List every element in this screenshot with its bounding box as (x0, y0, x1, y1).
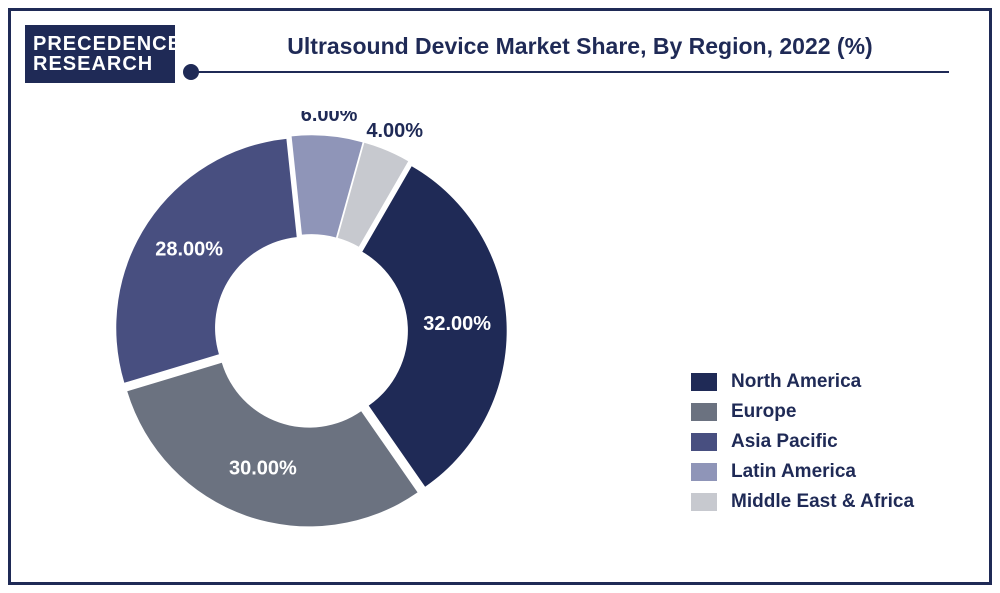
slice-label: 6.00% (301, 111, 358, 126)
legend-swatch (691, 493, 717, 511)
chart-frame: PRECEDENCE RESEARCH Ultrasound Device Ma… (8, 8, 992, 585)
slice-label: 28.00% (155, 238, 223, 260)
legend-swatch (691, 463, 717, 481)
slice-label: 4.00% (366, 120, 423, 142)
title-wrap: Ultrasound Device Market Share, By Regio… (201, 33, 959, 72)
brand-logo: PRECEDENCE RESEARCH (25, 25, 175, 83)
donut-chart: 32.00% 30.00% 28.00% 6.00% 4.00% (71, 111, 551, 551)
legend-item: North America (691, 371, 971, 393)
legend: North America Europe Asia Pacific Latin Ame… (691, 371, 971, 521)
chart-title: Ultrasound Device Market Share, By Regio… (201, 33, 959, 72)
slice-label: 30.00% (229, 457, 297, 479)
legend-label: Middle East & Africa (731, 491, 914, 513)
legend-label: North America (731, 371, 861, 393)
legend-swatch (691, 403, 717, 421)
donut-svg: 32.00% 30.00% 28.00% 6.00% 4.00% (71, 111, 551, 551)
logo-line2: RESEARCH (33, 54, 167, 74)
legend-item: Middle East & Africa (691, 491, 971, 513)
donut-slice (127, 363, 417, 527)
legend-swatch (691, 373, 717, 391)
slice-label: 32.00% (423, 313, 491, 335)
legend-item: Asia Pacific (691, 431, 971, 453)
donut-slice (116, 139, 296, 383)
legend-label: Europe (731, 401, 796, 423)
logo-line1: PRECEDENCE (33, 34, 167, 54)
legend-label: Asia Pacific (731, 431, 838, 453)
legend-item: Latin America (691, 461, 971, 483)
legend-label: Latin America (731, 461, 856, 483)
title-rule (191, 71, 949, 73)
legend-item: Europe (691, 401, 971, 423)
legend-swatch (691, 433, 717, 451)
